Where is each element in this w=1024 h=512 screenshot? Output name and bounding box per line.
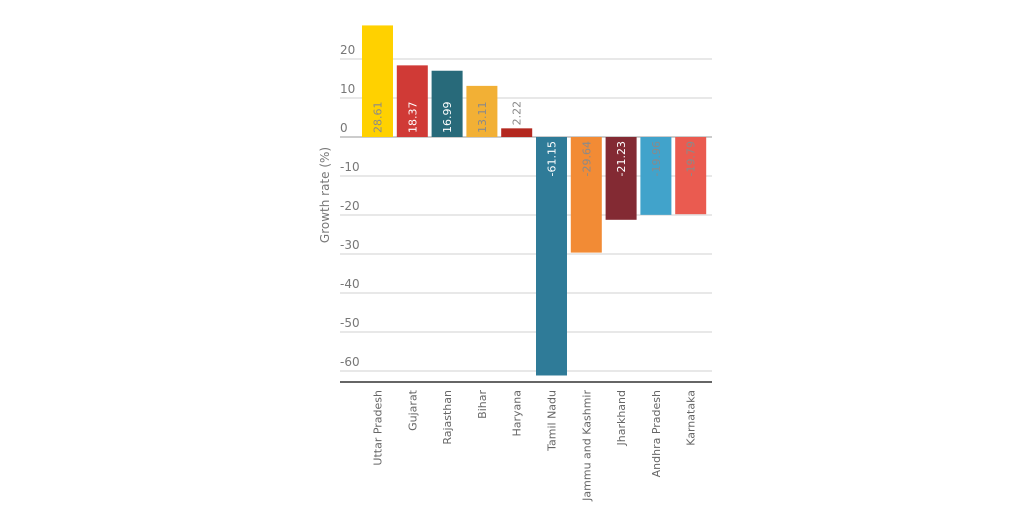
y-tick-label: -20: [340, 199, 360, 213]
data-label: -21.23: [615, 141, 628, 176]
bar: [675, 137, 707, 215]
data-labels: 28.61 18.37 16.99 13.11 2.22 -61.15 -29.64 -21.…: [372, 101, 698, 177]
bar: [362, 25, 393, 138]
y-tick-label: -50: [340, 316, 360, 330]
bar: [466, 85, 498, 137]
category-label: Gujarat: [406, 389, 419, 431]
bar: [396, 65, 428, 137]
bar: [501, 128, 533, 137]
bar: [640, 137, 672, 215]
data-label: -29.64: [580, 141, 593, 176]
y-tick-label: -30: [340, 238, 360, 252]
data-label: -61.15: [546, 141, 559, 176]
category-labels: Uttar Pradesh Gujarat Rajasthan Bihar Haryan…: [372, 389, 698, 502]
category-label: Haryana: [511, 390, 524, 437]
y-tick-label: 10: [340, 82, 355, 96]
category-label: Jharkhand: [615, 390, 628, 447]
gridlines: [340, 58, 712, 372]
y-tick-label: -60: [340, 355, 360, 369]
y-axis-ticks: 20 10 0 -10 -20 -30 -40 -50 -60: [340, 43, 360, 369]
y-axis-title: Growth rate (%): [318, 147, 332, 243]
y-tick-label: -40: [340, 277, 360, 291]
y-tick-label: -10: [340, 160, 360, 174]
bar: [570, 137, 602, 253]
category-label: Jammu and Kashmir: [580, 390, 593, 502]
y-tick-label: 0: [340, 121, 348, 135]
data-label: 28.61: [372, 102, 385, 134]
category-label: Andhra Pradesh: [650, 390, 663, 477]
category-label: Bihar: [476, 390, 489, 419]
bar: [431, 70, 463, 137]
data-label: 13.11: [476, 102, 489, 134]
data-label: 18.37: [406, 102, 419, 134]
category-label: Rajasthan: [441, 390, 454, 445]
data-label: 2.22: [511, 101, 524, 126]
category-label: Uttar Pradesh: [372, 390, 385, 466]
y-tick-label: 20: [340, 43, 355, 57]
category-label: Karnataka: [685, 390, 698, 446]
data-label: -19.79: [685, 141, 698, 176]
category-label: Tamil Nadu: [546, 390, 559, 452]
data-label: 16.99: [441, 102, 454, 134]
bars: [362, 25, 707, 376]
data-label: -19.96: [650, 141, 663, 176]
bar: [605, 137, 637, 220]
bar: [536, 137, 567, 376]
